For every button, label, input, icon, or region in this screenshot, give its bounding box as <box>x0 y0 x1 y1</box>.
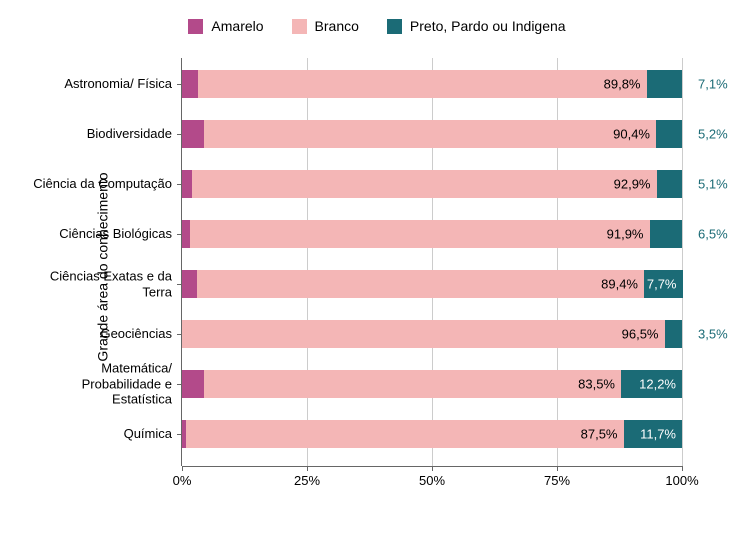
bar-segment-branco: 90,4% <box>204 120 656 148</box>
bar-value-label: 91,9% <box>607 227 644 242</box>
x-tick <box>432 466 433 471</box>
bar-value-label: 7,1% <box>698 77 728 92</box>
bar-row: Ciências Exatas e da Terra3,0%89,4%7,7% <box>182 270 682 298</box>
bar-segment-branco: 92,9% <box>192 170 657 198</box>
bar-value-label: 5,1% <box>698 177 728 192</box>
x-tick <box>557 466 558 471</box>
bar-segment-amarelo: 3,1% <box>182 70 198 98</box>
x-tick-label: 75% <box>544 473 570 488</box>
category-label: Ciências Biológicas <box>22 226 172 242</box>
legend-label-ppi: Preto, Pardo ou Indigena <box>410 18 566 34</box>
bar-segment-ppi: 6,5% <box>650 220 683 248</box>
bar-segment-branco: 83,5% <box>204 370 622 398</box>
bar-row: Biodiversidade4,4%90,4%5,2% <box>182 120 682 148</box>
bar-segment-branco: 87,5% <box>186 420 624 448</box>
bar-segment-ppi: 7,1% <box>647 70 683 98</box>
bar-value-label: 89,4% <box>601 277 638 292</box>
bar-segment-amarelo: 3,0% <box>182 270 197 298</box>
bar-segment-ppi: 3,5% <box>665 320 683 348</box>
bar-segment-ppi: 12,2% <box>621 370 682 398</box>
legend-swatch-ppi <box>387 19 402 34</box>
bar-row: Ciências Biológicas1,6%91,9%6,5% <box>182 220 682 248</box>
bar-value-label: 5,2% <box>698 127 728 142</box>
bar-value-label: 12,2% <box>639 377 676 392</box>
legend-label-branco: Branco <box>315 18 359 34</box>
bar-row: Geociências96,5%3,5% <box>182 320 682 348</box>
x-tick <box>682 466 683 471</box>
bar-segment-ppi: 11,7% <box>624 420 683 448</box>
legend: Amarelo Branco Preto, Pardo ou Indigena <box>0 18 754 34</box>
grid-line <box>682 58 683 466</box>
bar-segment-amarelo: 4,3% <box>182 370 204 398</box>
x-tick <box>182 466 183 471</box>
category-label: Geociências <box>22 326 172 342</box>
bar-value-label: 96,5% <box>622 327 659 342</box>
bar-value-label: 92,9% <box>614 177 651 192</box>
x-tick-label: 100% <box>665 473 698 488</box>
plot-area: 0%25%50%75%100%Astronomia/ Física3,1%89,… <box>182 58 682 466</box>
legend-item-ppi: Preto, Pardo ou Indigena <box>387 18 566 34</box>
legend-label-amarelo: Amarelo <box>211 18 263 34</box>
category-label: Química <box>22 426 172 442</box>
category-label: Ciência da Computação <box>22 176 172 192</box>
category-label: Ciências Exatas e da Terra <box>22 268 172 299</box>
bar-segment-amarelo: 1,6% <box>182 220 190 248</box>
bar-segment-ppi: 7,7% <box>644 270 683 298</box>
bar-segment-branco: 89,8% <box>198 70 647 98</box>
category-label: Biodiversidade <box>22 126 172 142</box>
category-label: Matemática/ Probabilidade e Estatística <box>22 361 172 408</box>
x-tick-label: 0% <box>173 473 192 488</box>
legend-item-amarelo: Amarelo <box>188 18 263 34</box>
legend-item-branco: Branco <box>292 18 359 34</box>
bar-row: Astronomia/ Física3,1%89,8%7,1% <box>182 70 682 98</box>
bar-row: Química0,8%87,5%11,7% <box>182 420 682 448</box>
x-tick-label: 50% <box>419 473 445 488</box>
bar-row: Matemática/ Probabilidade e Estatística4… <box>182 370 682 398</box>
legend-swatch-amarelo <box>188 19 203 34</box>
bar-value-label: 87,5% <box>581 427 618 442</box>
bar-value-label: 3,5% <box>698 327 728 342</box>
bar-row: Ciência da Computação2,0%92,9%5,1% <box>182 170 682 198</box>
legend-swatch-branco <box>292 19 307 34</box>
bar-segment-ppi: 5,1% <box>657 170 683 198</box>
bar-segment-ppi: 5,2% <box>656 120 682 148</box>
bar-segment-amarelo: 2,0% <box>182 170 192 198</box>
x-tick-label: 25% <box>294 473 320 488</box>
bar-value-label: 7,7% <box>647 277 677 292</box>
bar-segment-branco: 96,5% <box>182 320 665 348</box>
bar-value-label: 89,8% <box>604 77 641 92</box>
bar-value-label: 6,5% <box>698 227 728 242</box>
bar-value-label: 11,7% <box>640 427 676 442</box>
bar-value-label: 83,5% <box>578 377 615 392</box>
category-label: Astronomia/ Física <box>22 76 172 92</box>
bar-segment-branco: 91,9% <box>190 220 650 248</box>
bar-value-label: 90,4% <box>613 127 650 142</box>
bar-segment-branco: 89,4% <box>197 270 644 298</box>
x-tick <box>307 466 308 471</box>
bar-segment-amarelo: 4,4% <box>182 120 204 148</box>
